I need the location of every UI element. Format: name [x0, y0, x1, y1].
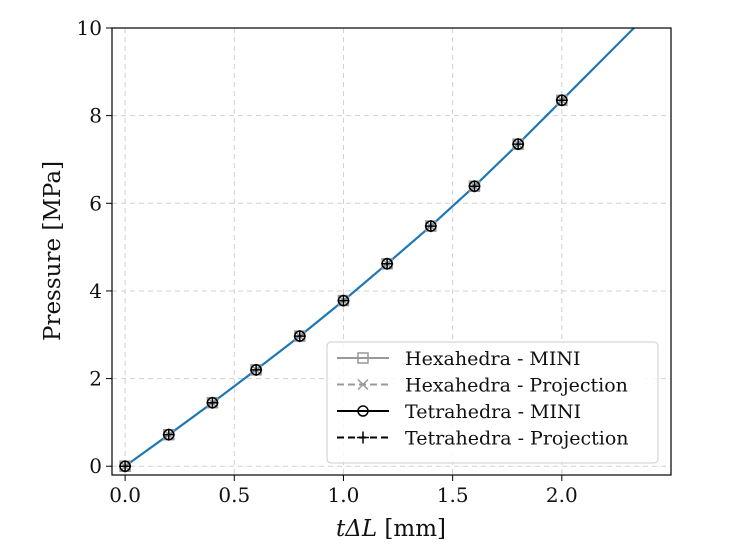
legend: Hexahedra - MINI Hexahedra - Projection Te… — [326, 341, 659, 464]
y-tick-label: 0 — [89, 454, 102, 478]
marker-layer — [119, 94, 568, 473]
series-4-point — [293, 330, 306, 343]
y-tick-label: 10 — [77, 16, 102, 40]
legend-label: Tetrahedra - Projection — [405, 428, 629, 450]
legend-marker — [357, 431, 369, 444]
x-tick-label: 1.0 — [328, 483, 360, 507]
legend-label: Hexahedra - MINI — [405, 348, 581, 370]
series-4-point — [250, 363, 263, 376]
series-4-point — [162, 428, 175, 441]
legend-marker — [357, 378, 369, 391]
y-tick-label: 6 — [89, 191, 102, 215]
legend-box — [326, 341, 659, 464]
y-tick-label: 4 — [89, 279, 102, 303]
x-tick-label: 0.5 — [218, 483, 250, 507]
x-tick-label: 2.0 — [546, 483, 578, 507]
series-4-point — [337, 294, 350, 307]
y-axis-label: Pressure [MPa] — [40, 161, 66, 341]
x-axis-label-symbol: tΔL — [336, 516, 377, 542]
legend-label: Tetrahedra - MINI — [405, 401, 581, 423]
x-axis-label: tΔL [mm] — [336, 516, 446, 542]
legend-label: Hexahedra - Projection — [405, 375, 628, 397]
series-4-point — [468, 180, 481, 193]
legend-entries: Hexahedra - MINI Hexahedra - Projection Te… — [337, 348, 629, 450]
y-tick-label: 8 — [89, 104, 102, 128]
axis-ticks: 0.0 0.5 1.0 1.5 2.0 0 2 4 6 8 10 — [77, 16, 578, 507]
series-4-point — [206, 396, 219, 409]
x-tick-label: 1.5 — [437, 483, 469, 507]
plot-frame — [111, 27, 672, 476]
series-4-point — [119, 460, 132, 473]
x-axis-label-unit: [mm] — [377, 516, 446, 542]
series-4-point — [381, 257, 394, 270]
legend-marker — [357, 352, 369, 364]
series-4-point — [512, 138, 525, 151]
y-tick-label: 2 — [89, 367, 102, 391]
series-4-point — [555, 94, 568, 107]
legend-marker — [357, 405, 369, 417]
x-tick-label: 0.0 — [109, 483, 141, 507]
series-4-point — [424, 220, 437, 233]
